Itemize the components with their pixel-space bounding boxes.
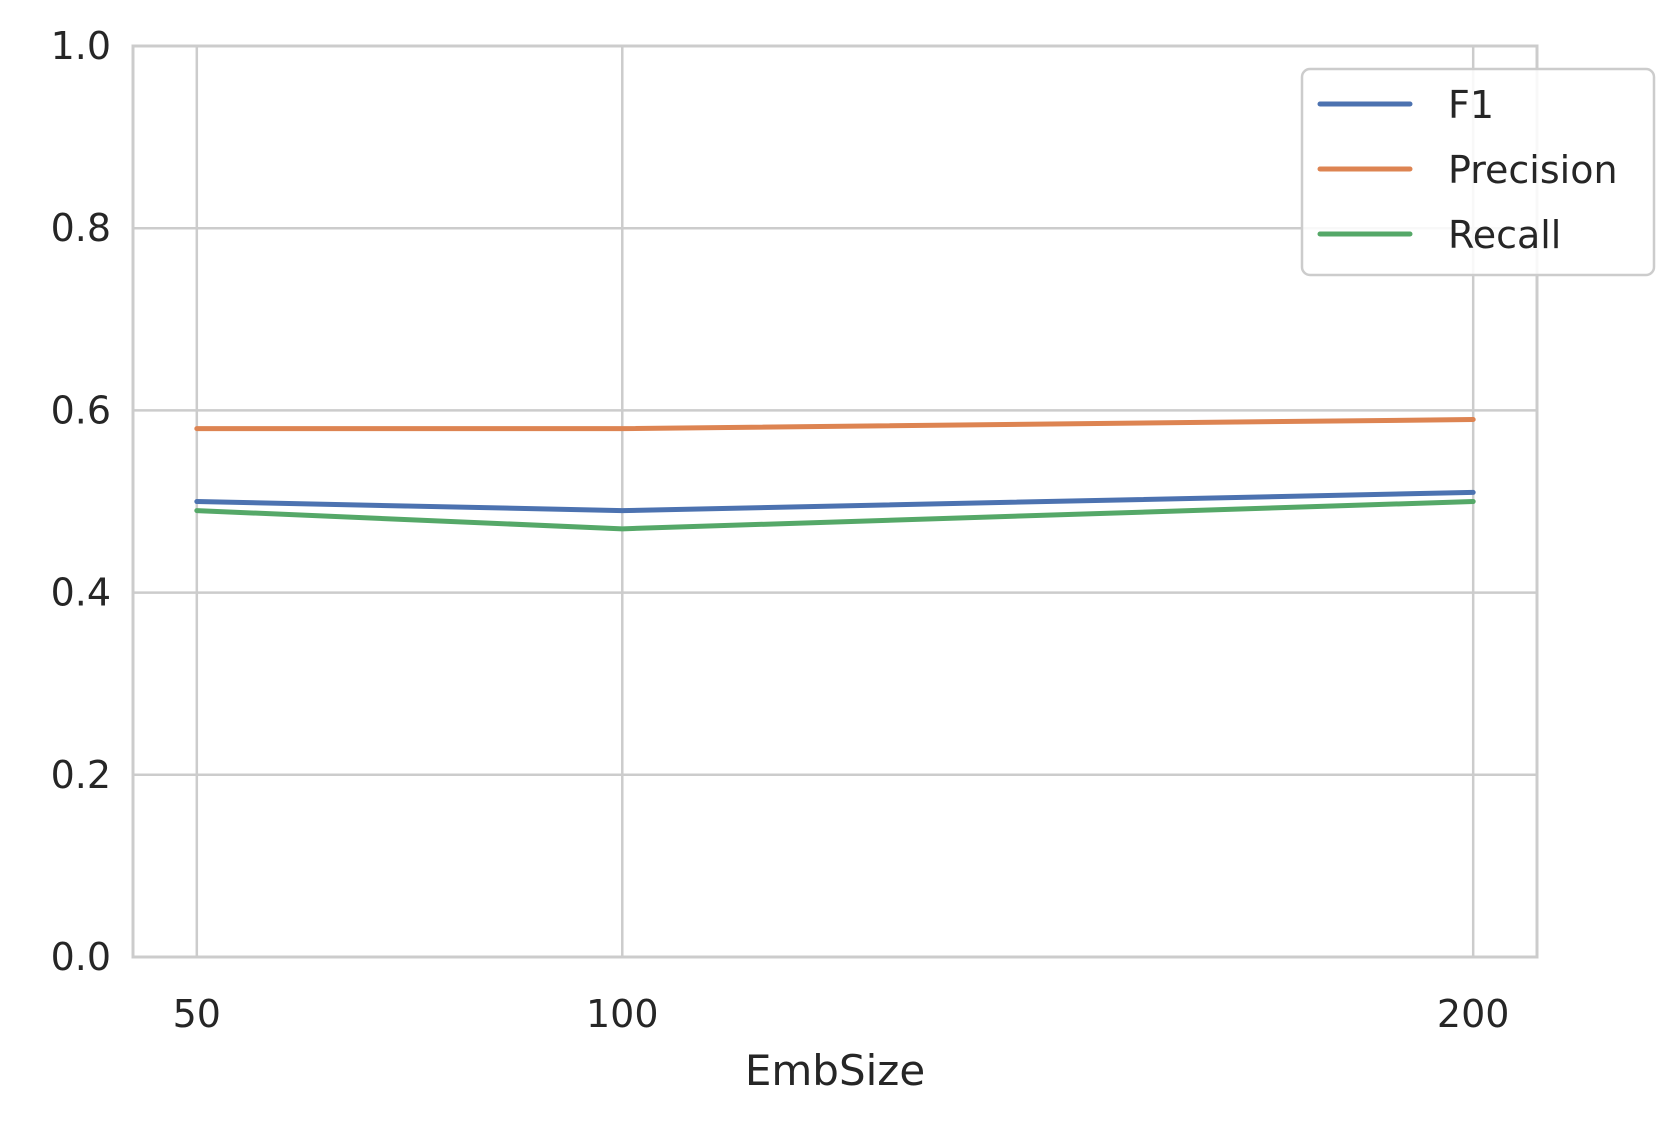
x-tick-label: 200: [1437, 992, 1510, 1036]
y-tick-label: 0.8: [51, 206, 111, 250]
y-tick-label: 0.6: [51, 388, 111, 432]
legend-label-recall: Recall: [1448, 213, 1561, 257]
legend: F1 Precision Recall: [1300, 67, 1656, 277]
legend-box: [1300, 67, 1656, 277]
y-tick-labels: 0.0 0.2 0.4 0.6 0.8 1.0: [51, 24, 111, 979]
x-tick-label: 100: [586, 992, 659, 1036]
series-line-precision: [194, 417, 1476, 432]
y-tick-label: 0.2: [51, 753, 111, 797]
series-line-f1: [194, 489, 1476, 514]
y-tick-label: 0.0: [51, 935, 111, 979]
series-lines: [194, 417, 1476, 532]
x-axis-title: EmbSize: [745, 1046, 925, 1095]
legend-label-f1: F1: [1448, 83, 1494, 127]
y-tick-label: 1.0: [51, 24, 111, 68]
legend-label-precision: Precision: [1448, 148, 1618, 192]
series-line-recall: [194, 499, 1476, 532]
x-tick-labels: 50 100 200: [173, 992, 1510, 1036]
plot-frame: [131, 44, 1539, 959]
y-tick-label: 0.4: [51, 571, 111, 615]
x-tick-label: 50: [173, 992, 221, 1036]
